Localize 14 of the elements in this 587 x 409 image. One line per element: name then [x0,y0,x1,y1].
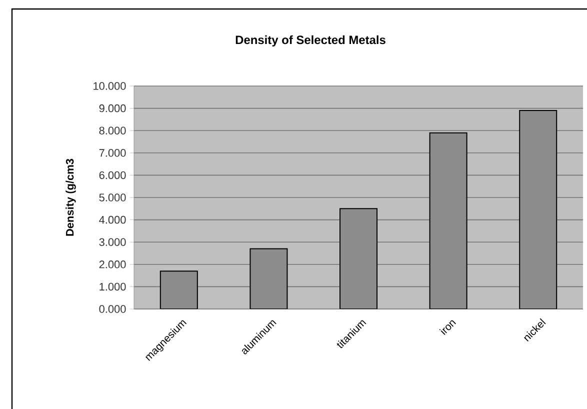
y-tick-label: 6.000 [99,171,126,180]
y-tick-label: 4.000 [99,216,126,224]
y-axis-title: Density (g/cm3 [66,158,76,236]
y-tick-label: 5.000 [99,194,126,202]
y-tick-label: 3.000 [99,238,126,246]
y-tick-label: 10.000 [94,82,126,90]
y-tick-label: 0.000 [99,305,126,313]
y-tick-label: 2.000 [99,260,126,268]
chart-title: Density of Selected Metals [236,35,386,47]
y-tick-label: 8.000 [99,126,126,134]
y-tick-label: 1.000 [100,282,126,291]
x-tick-label: iron [439,320,456,335]
y-tick-label: 9.000 [99,104,126,112]
y-tick-label: 7.000 [99,149,126,157]
